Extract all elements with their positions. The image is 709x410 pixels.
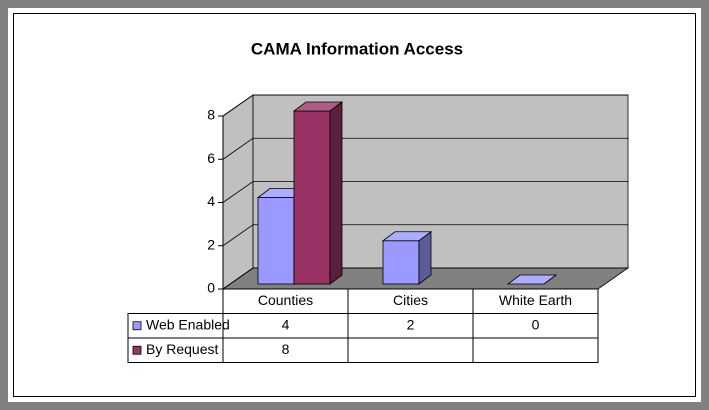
table-row: [127, 337, 599, 363]
x-tick-label: Counties: [258, 292, 313, 308]
legend-key: [132, 345, 142, 355]
bar-top: [381, 231, 433, 242]
y-tick-label: 4: [207, 193, 215, 209]
table-value: 4: [282, 316, 290, 332]
grid-line: [222, 94, 628, 117]
y-tick-label: 0: [207, 280, 215, 296]
legend-label: Web Enabled: [146, 316, 230, 332]
grid-line: [222, 137, 628, 160]
bar-front: [293, 110, 331, 285]
table-value: 0: [532, 316, 540, 332]
bar-side: [329, 101, 343, 285]
bar-front: [257, 197, 295, 285]
y-tick-label: 8: [207, 107, 215, 123]
grid-line: [222, 224, 628, 247]
x-tick-label: Cities: [393, 292, 428, 308]
grid-line: [222, 181, 628, 203]
bar-top: [292, 101, 344, 112]
chart-title: CAMA Information Access: [251, 39, 463, 58]
y-tick-label: 6: [207, 150, 215, 166]
legend-label: By Request: [146, 341, 218, 357]
chart-border: [13, 13, 696, 397]
y-tick-label: 2: [207, 236, 215, 252]
table-value: 8: [282, 341, 290, 357]
table-value: 2: [407, 316, 415, 332]
x-tick-label: White Earth: [499, 292, 572, 308]
bar-top: [506, 274, 558, 285]
legend-key: [132, 321, 142, 331]
grid-line: [222, 267, 628, 290]
bar-front: [382, 240, 420, 285]
